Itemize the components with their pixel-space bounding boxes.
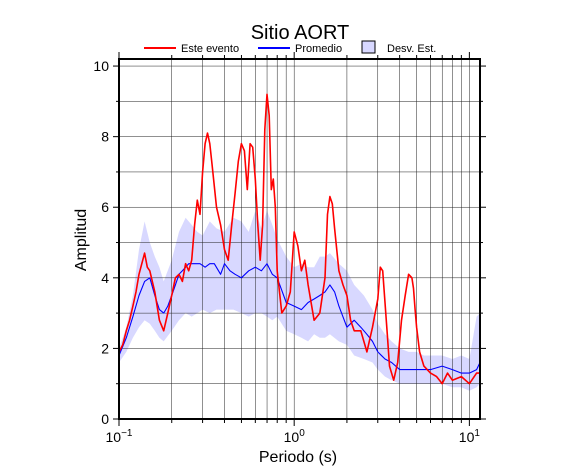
- x-tick-label-exponent: 1: [474, 428, 480, 439]
- legend-label-este-evento: Este evento: [181, 43, 239, 55]
- x-tick-label-exponent: −1: [121, 428, 133, 439]
- chart-title: Sitio AORT: [251, 22, 350, 44]
- x-axis-label: Periodo (s): [259, 449, 337, 466]
- x-tick-label-base: 10: [106, 429, 122, 445]
- legend-swatch-desv-est: [361, 40, 376, 54]
- std-band: [119, 210, 480, 391]
- y-tick-label: 8: [101, 129, 109, 145]
- axes-layer: [113, 52, 486, 426]
- x-tick-label: 10−1: [106, 428, 133, 445]
- x-tick-label: 101: [459, 428, 481, 445]
- series-layer: [119, 93, 480, 385]
- y-axis-label: Amplitud: [73, 209, 90, 271]
- x-tick-label-base: 10: [459, 429, 475, 445]
- plot-area: [119, 59, 480, 419]
- x-tick-label: 100: [284, 428, 306, 445]
- std-band-layer: [119, 210, 480, 391]
- legend-label-promedio: Promedio: [295, 43, 342, 55]
- plot-frame: [118, 58, 481, 420]
- series-line-este-evento: [119, 93, 480, 385]
- x-tick-label-exponent: 0: [299, 428, 305, 439]
- y-tick-label: 10: [93, 58, 109, 74]
- legend-label-desv-est: Desv. Est.: [387, 43, 436, 55]
- y-tick-label: 6: [101, 199, 109, 215]
- y-tick-label: 2: [101, 340, 109, 356]
- grid-layer: [119, 59, 480, 419]
- x-tick-label-base: 10: [284, 429, 300, 445]
- y-tick-label: 0: [101, 411, 109, 427]
- legend: Este evento Promedio Desv. Est.: [144, 40, 436, 55]
- y-tick-label: 4: [101, 270, 109, 286]
